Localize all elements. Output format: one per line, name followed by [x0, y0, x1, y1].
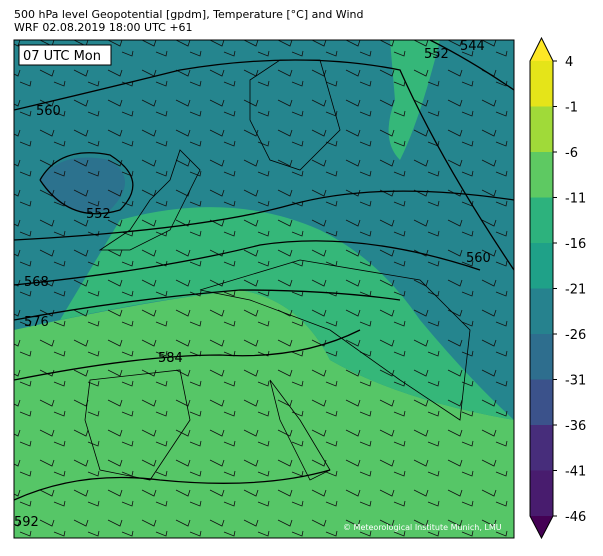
colorbar: 4 -1 -6 -11 -16 -21 -26 -31 -36 -41 -46: [529, 36, 586, 540]
contour-label: 560: [36, 104, 61, 119]
colorbar-tick-label: -26: [565, 328, 586, 343]
credit: © Meteorological Institute Munich, LMU: [343, 523, 502, 532]
colorbar-band: [530, 334, 553, 380]
colorbar-band: [530, 425, 553, 471]
colorbar-band: [530, 152, 553, 198]
colorbar-band: [530, 106, 553, 152]
colorbar-band: [530, 288, 553, 334]
title-line1: 500 hPa level Geopotential [gpdm], Tempe…: [14, 8, 363, 21]
colorbar-tick-label: -1: [565, 101, 578, 116]
colorbar-tick-label: -31: [565, 374, 586, 389]
colorbar-extend: [530, 516, 553, 538]
colorbar-band: [530, 197, 553, 243]
contour-label: 592: [14, 515, 39, 530]
colorbar-tick-label: 4: [565, 55, 573, 70]
colorbar-tick-label: -21: [565, 283, 586, 298]
contour-label: 552: [424, 47, 449, 62]
colorbar-tick-label: -11: [565, 192, 586, 207]
colorbar-band: [530, 379, 553, 425]
contour-label: 544: [460, 39, 485, 54]
colorbar-extend: [530, 38, 553, 61]
contour-label: 552: [86, 207, 111, 222]
colorbar-tick-label: -16: [565, 237, 586, 252]
map-frame: [13, 39, 515, 539]
colorbar-tick-label: -41: [565, 465, 586, 480]
colorbar-band: [530, 243, 553, 289]
contour-label: 576: [24, 315, 49, 330]
colorbar-band: [530, 470, 553, 516]
contour-label: 568: [24, 275, 49, 290]
time-label: 07 UTC Mon: [23, 49, 101, 64]
contour-label: 584: [158, 351, 183, 366]
colorbar-tick-label: -46: [565, 510, 586, 525]
colorbar-band: [530, 61, 553, 107]
colorbar-tick-label: -6: [565, 146, 578, 161]
time-box: [18, 44, 112, 66]
title-line2: WRF 02.08.2019 18:00 UTC +61: [14, 21, 193, 34]
contour-label: 560: [466, 251, 491, 266]
map: 560 552 568 576 584 592 552 544 560 © Me…: [14, 39, 514, 538]
colorbar-tick-label: -36: [565, 419, 586, 434]
